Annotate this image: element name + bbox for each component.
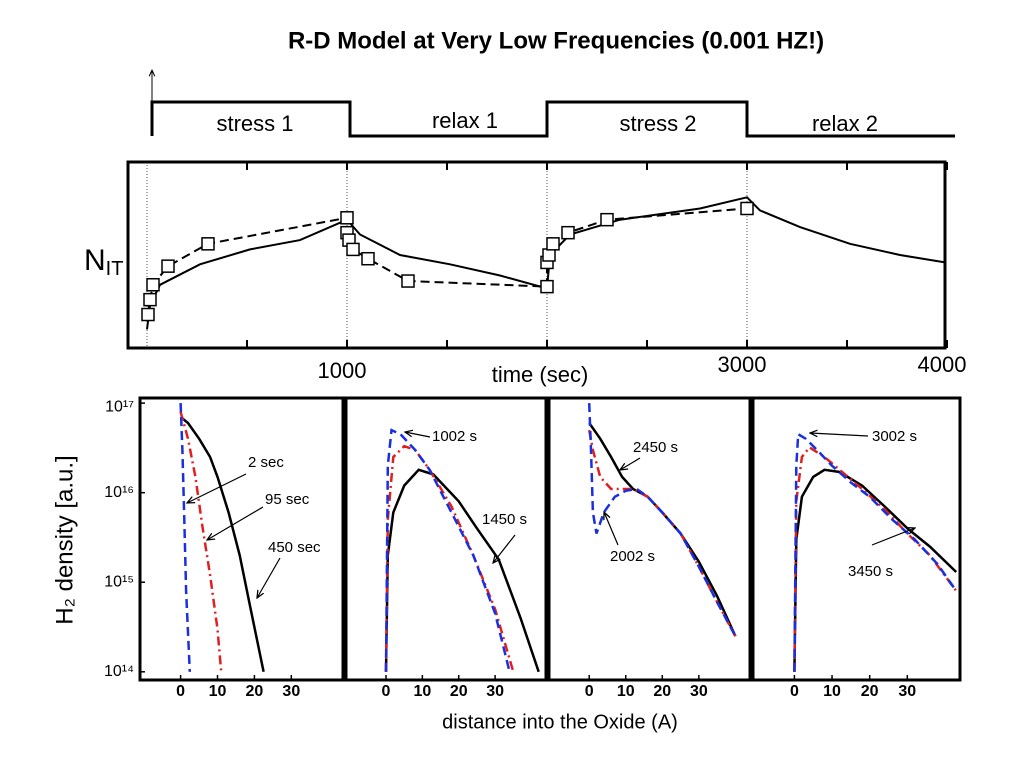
annotation-arrow [405,432,431,438]
annotation: 2450 s [633,439,678,456]
marker [161,259,175,273]
plot-frame [547,396,752,682]
x-tick-label: 30 [690,683,708,700]
series-line [179,411,223,672]
x-tick-label: 10 [413,683,431,700]
annotation-arrow [604,512,619,546]
marker [143,292,157,307]
series-line [587,403,737,637]
marker [146,278,160,292]
y-tick-label: 10¹⁴ [104,663,134,680]
title: R-D Model at Very Low Frequencies (0.001… [288,27,824,54]
marker [346,242,360,257]
annotation: 1450 s [482,511,527,528]
x-tick-label: 10 [617,683,635,700]
x-axis-label: time (sec) [492,362,589,387]
marker [740,201,754,216]
series-line [179,403,192,672]
x-tick-label: 30 [486,683,504,700]
waveform [150,100,955,138]
phase-label: stress 2 [619,111,696,136]
y-axis-label: NIT [84,244,123,280]
x-tick-label: 3000 [718,352,767,377]
plot-frame [344,396,548,682]
annotation-arrow [493,534,516,563]
y-tick-label: 10¹⁶ [104,484,134,501]
y-label-main: N [84,244,106,277]
annotation: 3450 s [848,563,893,580]
y-tick-label: 10¹⁵ [104,573,134,590]
marker [542,248,556,262]
series-line [587,429,737,637]
annotation: 2 sec [248,454,284,471]
series-line [793,468,958,672]
phase-label: stress 1 [216,111,293,136]
marker [201,237,215,251]
x-tick-label: 10 [209,683,227,700]
y-axis-label: H₂ density [a.u.] [51,455,78,624]
x-tick-label: 10 [823,683,841,700]
x-tick-label: 20 [450,683,468,700]
series-line [179,416,265,673]
plot-frame [751,396,962,682]
series-line [793,432,958,672]
marker [546,237,560,251]
annotation: 2002 s [610,548,655,565]
marker [401,274,415,288]
plot-frame [138,396,345,682]
x-tick-label: 30 [282,683,300,700]
x-tick-label: 0 [790,683,799,700]
annotation: 95 sec [265,491,310,508]
phase-label: relax 2 [812,111,878,136]
marker [540,279,554,294]
x-tick-label: 0 [176,683,185,700]
plot-frame [126,160,947,350]
series-line [147,207,748,315]
x-tick-label: 1000 [318,358,367,383]
annotation-arrow [257,557,281,598]
annotation-arrow [871,528,915,546]
annotation-arrow [620,457,641,470]
x-tick-label: 20 [246,683,264,700]
marker [361,251,375,266]
y-label-sub: IT [106,258,124,280]
series-line [384,428,511,673]
x-tick-label: 30 [898,683,916,700]
phase-label: relax 1 [432,108,498,133]
x-tick-label: 20 [861,683,879,700]
annotation: 3002 s [872,428,917,445]
x-tick-label: 0 [585,683,594,700]
annotation-arrow [187,473,247,503]
x-tick-label: 20 [653,683,671,700]
annotation-arrow [207,506,264,540]
marker [141,307,155,322]
x-tick-label: 0 [382,683,391,700]
annotation: 1002 s [432,428,477,445]
x-tick-label: 4000 [918,352,967,377]
series-line [146,196,946,330]
marker [340,211,354,225]
marker [600,212,614,227]
annotation-arrow [810,433,869,436]
annotation: 450 sec [268,539,321,556]
series-line [384,444,515,673]
x-axis-label: distance into the Oxide (A) [442,711,678,733]
y-tick-label: 10¹⁷ [105,398,134,415]
series-line [384,468,540,673]
marker [561,225,575,240]
